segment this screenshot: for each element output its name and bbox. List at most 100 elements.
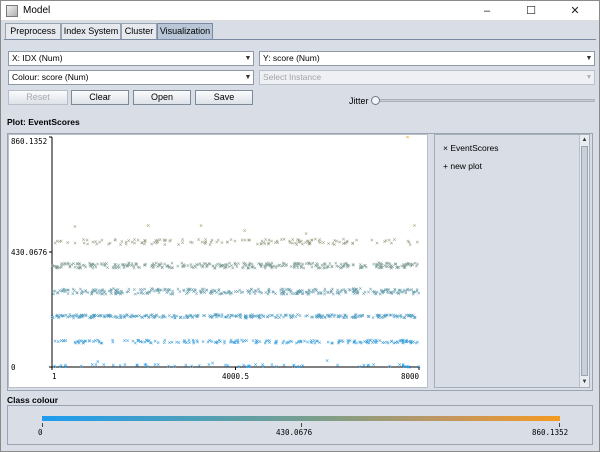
colour-select[interactable]: Colour: score (Num) ▼ [8,70,254,85]
data-point: × [163,287,167,294]
minimize-button[interactable]: – [483,5,491,17]
data-point: × [250,286,254,293]
close-button[interactable]: ✕ [570,5,580,17]
jitter-slider[interactable] [373,99,595,102]
data-point: × [394,261,398,268]
data-point: × [267,237,271,244]
reset-button[interactable]: Reset [8,90,68,105]
tab-index-system[interactable]: Index System [61,23,121,39]
data-point: × [300,238,304,245]
legend-new-plot[interactable]: + new plot [443,161,482,171]
data-point: × [209,288,213,295]
data-point: × [267,262,271,269]
y-axis-select[interactable]: Y: score (Num) ▼ [259,51,595,66]
data-point: × [76,339,80,346]
data-point: × [318,236,322,243]
data-point: × [203,313,207,320]
scroll-thumb[interactable] [581,146,588,376]
data-point: × [379,261,383,268]
data-point: × [61,288,65,295]
data-point: × [310,237,314,244]
maximize-button[interactable]: ☐ [526,5,536,17]
data-point: × [395,313,399,320]
legend-item-eventscores[interactable]: × EventScores [443,143,499,153]
data-point: × [375,240,379,247]
data-point: × [293,262,297,269]
data-point: × [355,290,359,297]
data-point: × [173,313,177,320]
data-point: × [405,337,409,344]
tab-cluster[interactable]: Cluster [121,23,157,39]
colour-max-label: 860.1352 [532,428,569,437]
tab-preprocess[interactable]: Preprocess [5,23,61,39]
data-point: × [139,339,143,346]
data-point: × [346,264,350,271]
data-point: × [351,289,355,296]
data-point: × [278,315,282,322]
data-point: × [214,340,218,347]
data-point: × [93,312,97,319]
data-point: × [140,240,144,247]
data-point: × [331,340,335,347]
data-point: × [304,230,308,237]
data-point: × [73,312,77,319]
data-point: × [271,289,275,296]
data-point: × [389,289,393,296]
data-point: × [243,228,247,235]
data-point: × [182,263,186,270]
data-point: × [282,261,286,268]
data-point: × [88,314,92,321]
data-point: × [143,286,147,293]
save-button[interactable]: Save [195,90,253,105]
data-point: × [299,265,303,272]
data-point: × [108,240,112,247]
x-axis-select[interactable]: X: IDX (Num) ▼ [8,51,254,66]
data-point: × [414,340,418,347]
data-point: × [282,290,286,297]
data-point: × [336,287,340,294]
data-point: × [130,263,134,270]
scroll-up-icon[interactable]: ▲ [581,137,588,143]
data-point: × [409,339,413,346]
tab-visualization[interactable]: Visualization [157,23,213,39]
data-point: × [96,261,100,268]
scroll-down-icon[interactable]: ▼ [581,379,588,385]
data-point: × [274,291,278,298]
data-point: × [296,364,300,371]
data-point: × [352,286,356,293]
data-point: × [222,262,226,269]
data-point: × [94,264,98,271]
data-point: × [247,364,251,371]
data-point: × [71,286,75,293]
open-button[interactable]: Open [133,90,191,105]
data-point: × [103,263,107,270]
data-point: × [241,339,245,346]
legend-scrollbar[interactable]: ▲ ▼ [579,135,589,387]
data-point: × [143,362,147,369]
select-instance-select[interactable]: Select Instance ▼ [259,70,595,85]
data-point: × [340,264,344,271]
data-point: × [247,265,251,272]
data-point: × [158,262,162,269]
data-point: × [407,364,411,371]
data-point: × [94,239,98,246]
data-point: × [99,287,103,294]
jitter-slider-handle[interactable] [371,96,380,105]
data-point: × [296,290,300,297]
data-point: × [119,314,123,321]
data-point: × [267,260,271,267]
data-point: × [246,288,250,295]
data-point: × [367,314,371,321]
data-point: × [289,264,293,271]
data-point: × [276,239,280,246]
data-point: × [318,312,322,319]
colour-select-value: Colour: score (Num) [12,72,89,82]
data-point: × [78,265,82,272]
data-point: × [395,264,399,271]
data-point: × [304,313,308,320]
scatter-plot[interactable]: 860.1352 430.0676 0 1 4000.5 8000 × × × × × × × × × × ×… [8,134,428,388]
data-point: × [343,240,347,247]
clear-button[interactable]: Clear [71,90,129,105]
data-point: × [182,339,186,346]
data-point: × [80,290,84,297]
